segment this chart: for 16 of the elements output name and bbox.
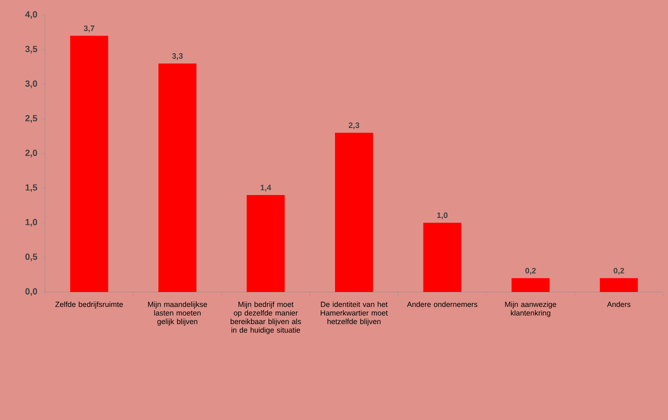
y-tick-label: 0,5 xyxy=(25,254,38,262)
y-tick-label: 3,5 xyxy=(25,46,38,54)
bar xyxy=(70,36,108,292)
bar xyxy=(246,195,285,292)
y-tick-label: 2,5 xyxy=(25,115,38,123)
y-tick-label: 1,0 xyxy=(26,218,38,227)
y-tick-label: 3,0 xyxy=(25,80,38,88)
y-tick-label: 4,0 xyxy=(25,11,38,19)
bar xyxy=(600,278,638,292)
bar xyxy=(423,222,462,292)
bar xyxy=(158,63,196,292)
y-tick-label: 2,0 xyxy=(25,150,38,158)
bar xyxy=(512,278,550,292)
y-tick-label: 1,5 xyxy=(26,184,38,192)
y-tick-label: 0,0 xyxy=(25,288,38,296)
bar xyxy=(335,132,373,292)
